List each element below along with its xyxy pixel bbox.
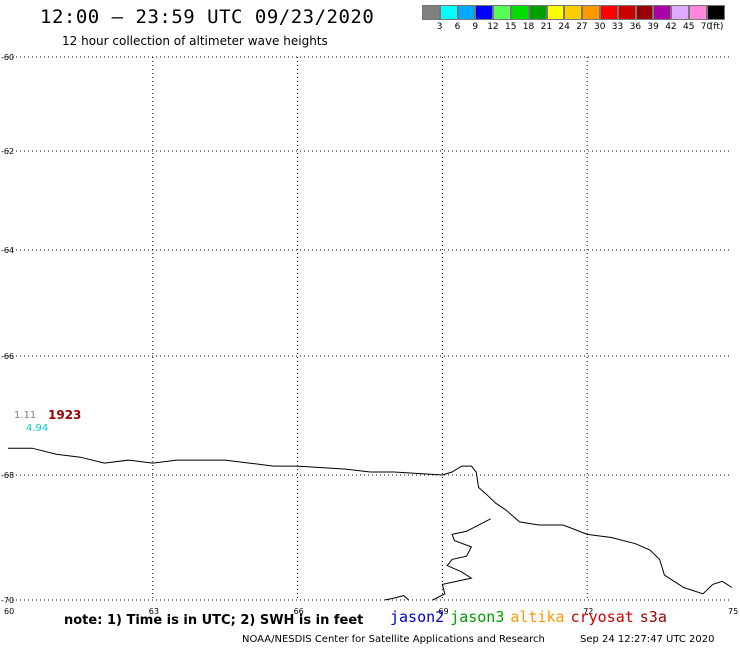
lat-tick-label: -62 — [1, 147, 14, 156]
measurement-time-label: 1923 — [48, 408, 82, 422]
color-legend — [422, 5, 725, 20]
lon-tick-label: 63 — [149, 607, 159, 616]
measurement-wind-value: 1.11 — [14, 410, 37, 421]
lon-tick-label: 69 — [438, 607, 448, 616]
satellite-s3a: s3a — [639, 608, 667, 626]
lat-tick-label: -68 — [1, 471, 14, 480]
lat-tick-label: -70 — [1, 596, 14, 605]
satellite-altika: altika — [510, 608, 565, 626]
color-swatch — [528, 5, 547, 20]
color-legend-label: 45 — [683, 22, 695, 32]
coastline-segment — [384, 595, 409, 601]
lat-tick-label: -60 — [1, 53, 14, 62]
color-swatch — [706, 5, 725, 20]
color-swatch — [617, 5, 636, 20]
lat-tick-label: -66 — [1, 352, 14, 361]
color-swatch — [688, 5, 707, 20]
lon-tick-label: 75 — [728, 607, 738, 616]
color-swatch — [493, 5, 511, 20]
color-legend-label: 24 — [558, 22, 570, 32]
coastline-segment — [8, 447, 733, 595]
color-legend-label: 3 — [436, 22, 443, 32]
satellite-jason3: jason3 — [450, 608, 505, 626]
coastline — [8, 447, 733, 601]
color-legend-label: 70 — [700, 22, 713, 32]
color-legend-labels: 3 6 9 12 15 18 21 24 27 30 33 36 39 42 45 70 (ft) — [422, 22, 740, 34]
color-legend-label: 12 — [487, 22, 499, 32]
axis-labels: 60 63 66 69 72 75 -60 -62 -64 -66 -68 -70 — [1, 53, 738, 616]
color-legend-label: 42 — [665, 22, 677, 32]
color-legend-label: 9 — [472, 22, 479, 32]
color-swatch — [546, 5, 565, 20]
graticule — [8, 56, 732, 601]
color-swatch — [635, 5, 654, 20]
satellite-cryosat: cryosat — [570, 608, 634, 626]
map-subtitle: 12 hour collection of altimeter wave hei… — [62, 34, 328, 48]
color-legend-label: 36 — [629, 22, 642, 32]
color-swatch — [475, 5, 494, 20]
lon-tick-label: 60 — [4, 607, 14, 616]
lon-tick-label: 72 — [583, 607, 593, 616]
footnote: note: 1) Time is in UTC; 2) SWH is in fe… — [64, 613, 364, 628]
map-title: 12:00 – 23:59 UTC 09/23/2020 — [40, 6, 375, 28]
satellite-jason2: jason2 — [390, 608, 445, 626]
color-swatch — [510, 5, 529, 20]
lon-tick-label: 66 — [294, 607, 304, 616]
color-legend-label: 18 — [522, 22, 535, 32]
color-legend-label: 33 — [611, 22, 624, 32]
color-swatch — [457, 5, 476, 20]
color-legend-label: 6 — [454, 22, 461, 32]
color-swatch — [439, 5, 458, 20]
credit-line: NOAA/NESDIS Center for Satellite Applica… — [242, 634, 545, 645]
satellite-legend: jason2 jason3 altika cryosat s3a — [390, 608, 673, 626]
color-legend-label: 39 — [647, 22, 659, 32]
color-legend-unit: (ft) — [709, 22, 724, 32]
color-swatch — [582, 5, 600, 20]
color-swatch — [422, 5, 440, 20]
color-swatch — [564, 5, 583, 20]
color-legend-label: 30 — [594, 22, 606, 32]
color-legend-label: 27 — [576, 22, 588, 32]
measurement-wave-value: 4.94 — [26, 423, 49, 434]
color-swatch — [671, 5, 689, 20]
color-swatch — [653, 5, 672, 20]
generated-timestamp: Sep 24 12:27:47 UTC 2020 — [580, 634, 715, 645]
color-legend-label: 15 — [505, 22, 517, 32]
coastline-segment — [432, 518, 491, 601]
color-legend-label: 21 — [540, 22, 553, 32]
lat-tick-label: -64 — [1, 246, 14, 255]
color-swatch — [599, 5, 618, 20]
